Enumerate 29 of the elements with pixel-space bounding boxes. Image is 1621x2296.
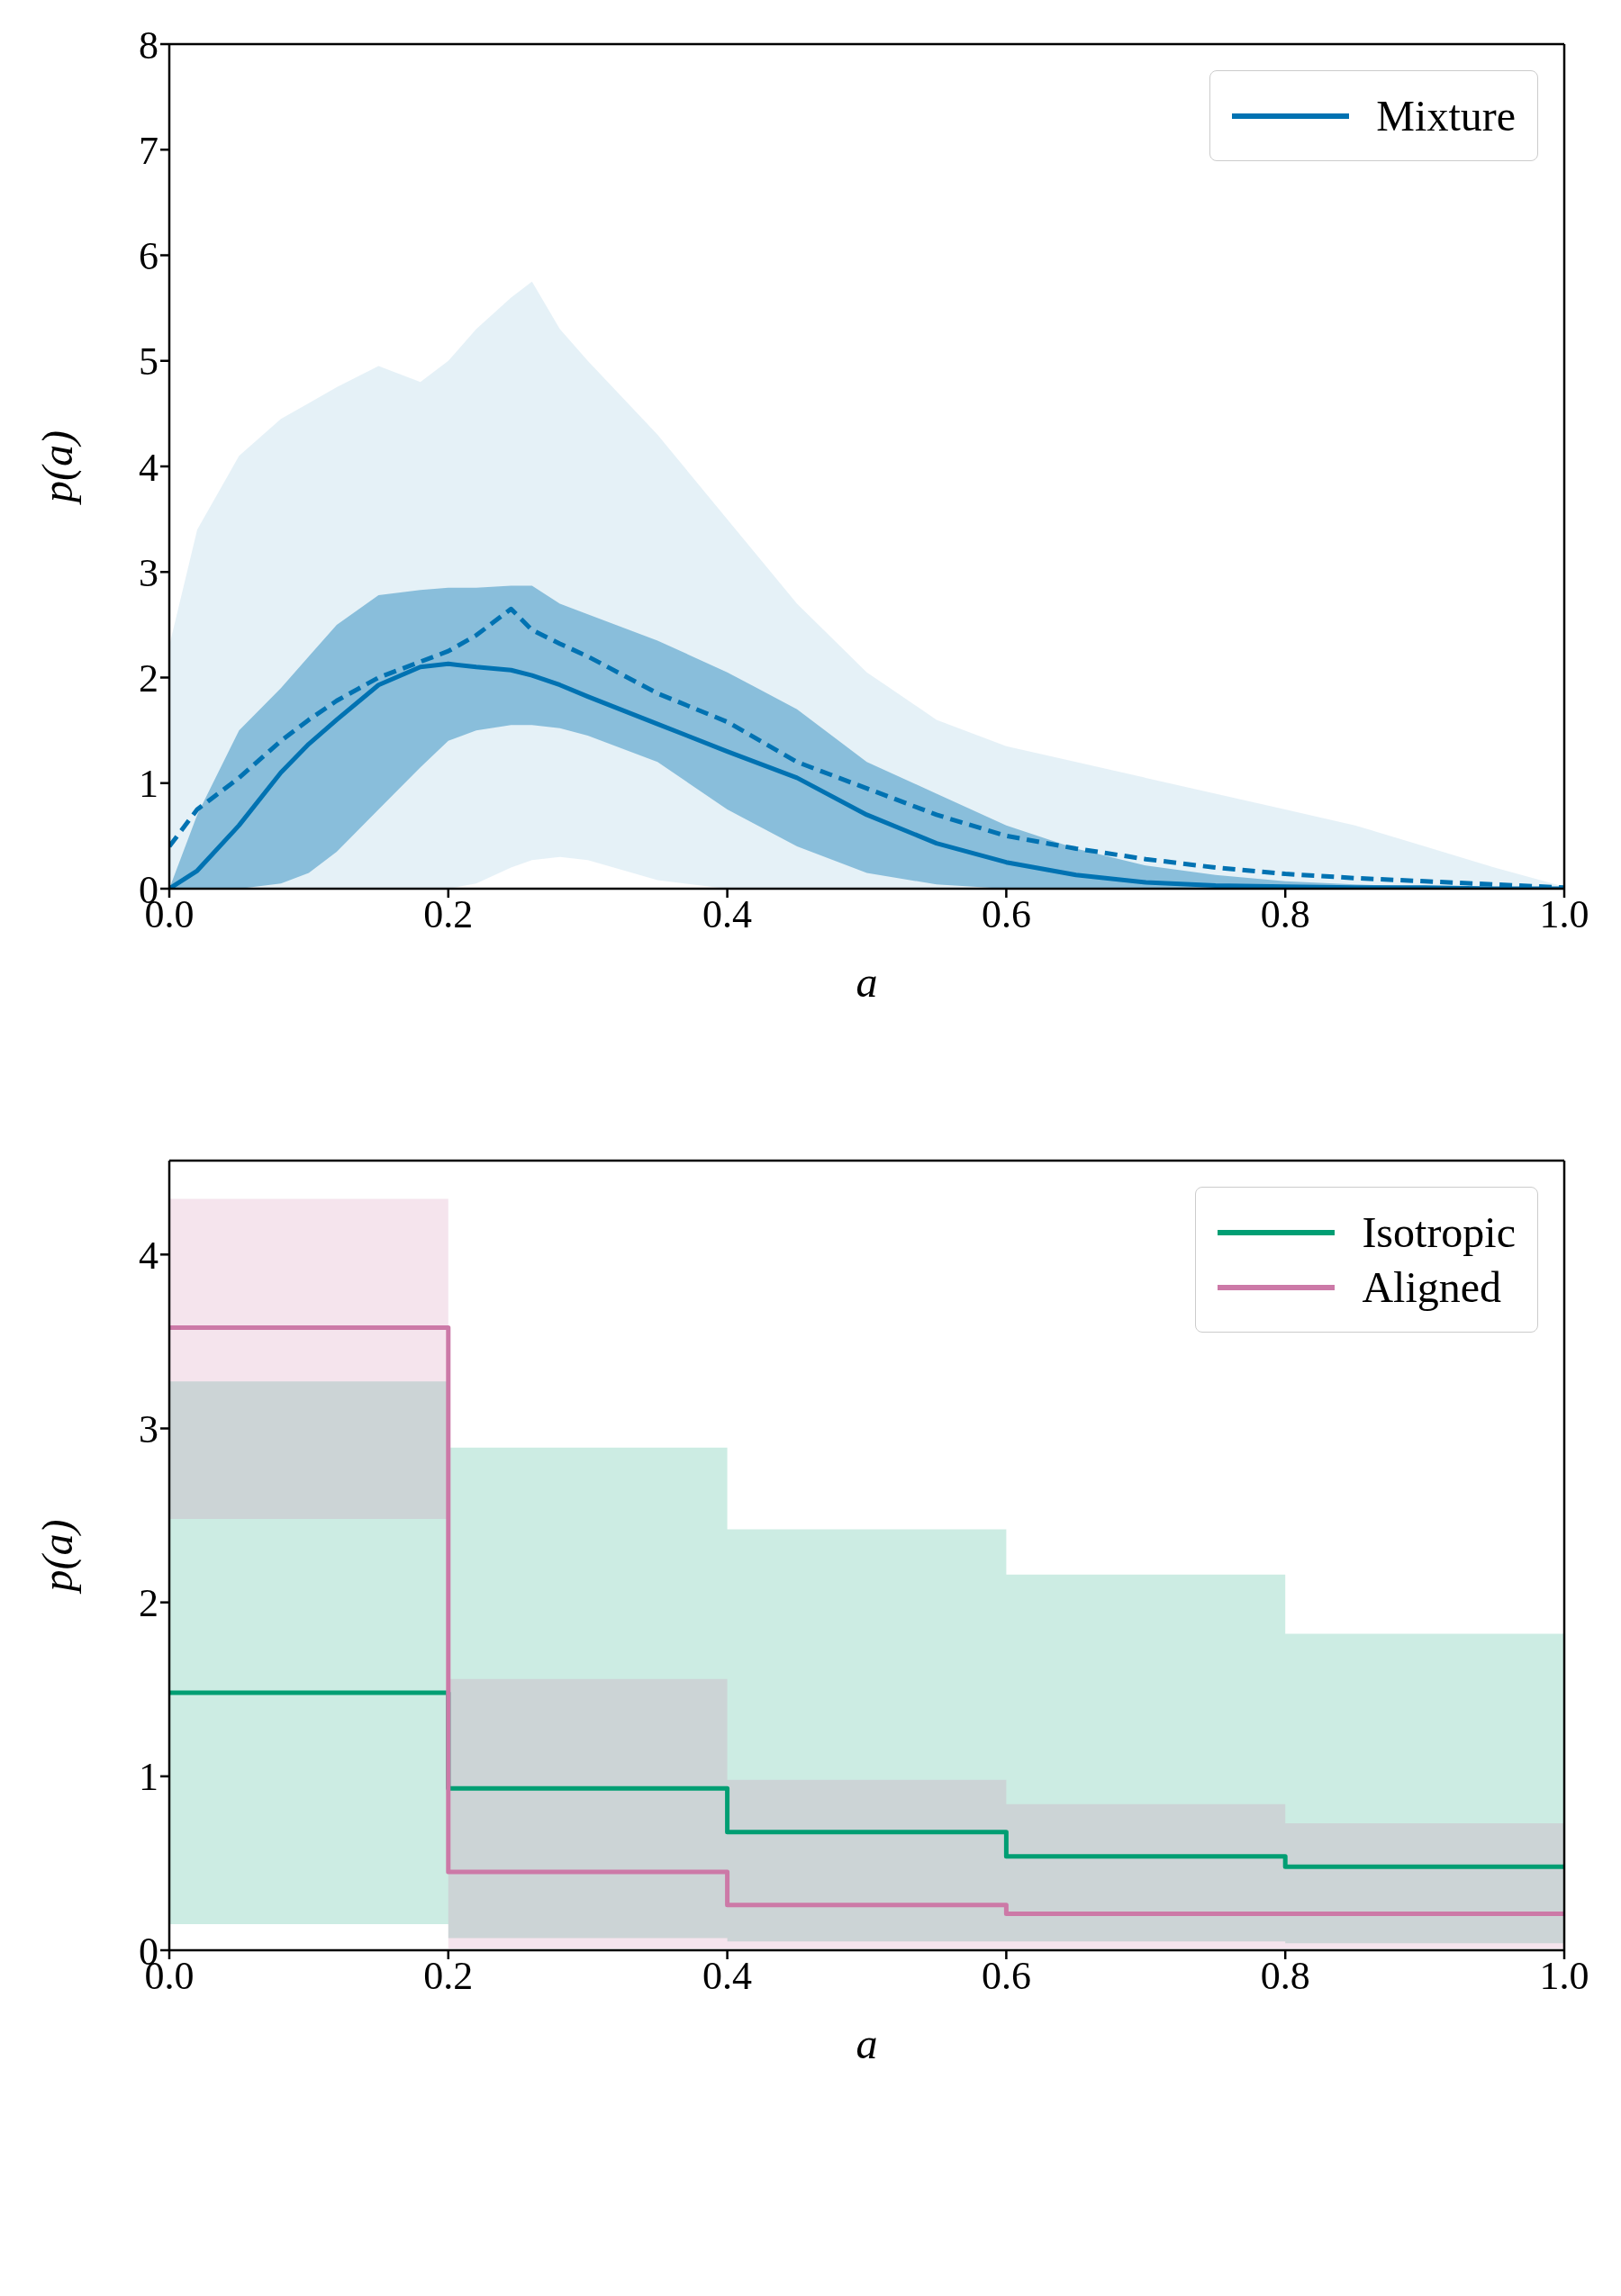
y-tick-label: 2 [139, 1581, 158, 1626]
legend-label: Isotropic [1362, 1207, 1516, 1257]
legend-label: Mixture [1376, 91, 1516, 140]
x-tick-label: 1.0 [1539, 1954, 1589, 1999]
x-tick-label: 0.4 [702, 892, 753, 937]
y-tick-label: 4 [139, 445, 158, 490]
x-axis-title: a [856, 958, 878, 1006]
x-tick-label: 0.8 [1260, 892, 1310, 937]
y-axis-title: p(a) [33, 1519, 83, 1595]
x-tick-label: 0.2 [423, 892, 474, 937]
x-tick-label: 0.6 [981, 892, 1031, 937]
legend-label: Aligned [1362, 1262, 1502, 1312]
x-tick-label: 0.2 [423, 1954, 474, 1999]
y-tick-label: 1 [139, 1755, 158, 1800]
y-tick-label: 2 [139, 656, 158, 701]
y-tick-label: 8 [139, 23, 158, 68]
x-tick-label: 1.0 [1539, 892, 1589, 937]
y-tick-label: 1 [139, 762, 158, 807]
y-tick-label: 4 [139, 1233, 158, 1278]
x-tick-label: 0.6 [981, 1954, 1031, 1999]
x-axis-title: a [856, 2020, 878, 2067]
x-tick-label: 0.8 [1260, 1954, 1310, 1999]
y-tick-label: 6 [139, 234, 158, 279]
y-tick-label: 5 [139, 339, 158, 384]
y-tick-label: 7 [139, 128, 158, 173]
y-tick-label: 3 [139, 550, 158, 595]
y-axis-title: p(a) [33, 430, 83, 505]
x-tick-label: 0.4 [702, 1954, 753, 1999]
y-tick-label: 3 [139, 1407, 158, 1452]
